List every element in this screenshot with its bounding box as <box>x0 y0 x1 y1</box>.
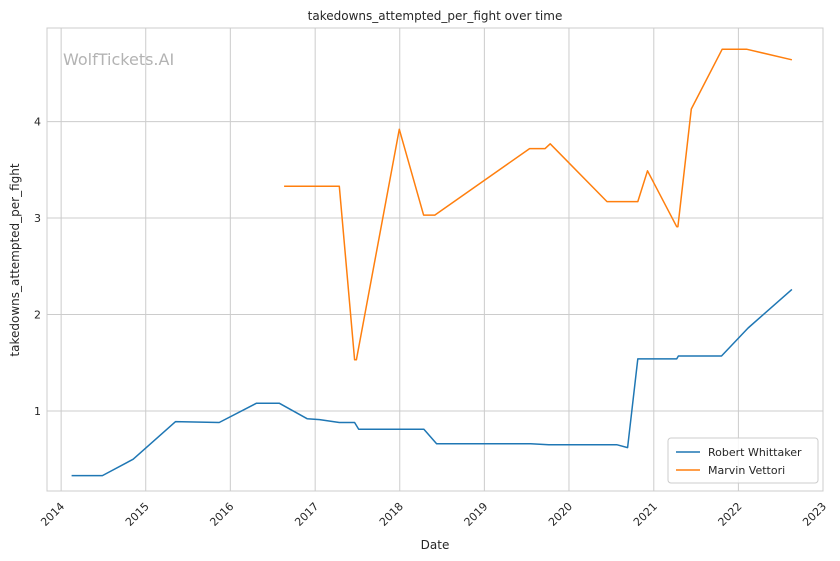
y-tick-label: 4 <box>34 116 41 129</box>
y-tick-label: 2 <box>34 308 41 321</box>
series-layer <box>71 48 793 477</box>
x-tick-label: 2016 <box>207 500 236 529</box>
y-axis-label: takedowns_attempted_per_fight <box>8 163 22 356</box>
y-tick-label: 3 <box>34 212 41 225</box>
legend-box <box>667 437 819 484</box>
legend: Robert Whittaker Marvin Vettori <box>667 437 819 484</box>
series-line-robert-whittaker <box>71 288 793 477</box>
x-tick-label: 2023 <box>800 500 829 529</box>
x-tick-label: 2018 <box>377 500 406 529</box>
y-tick-label: 1 <box>34 405 41 418</box>
grid <box>47 28 824 491</box>
legend-label-robert-whittaker: Robert Whittaker <box>708 446 802 459</box>
watermark: WolfTickets.AI <box>63 50 174 69</box>
plot-frame <box>46 27 824 492</box>
x-tick-label: 2014 <box>38 500 67 529</box>
series-line-marvin-vettori <box>284 48 793 361</box>
x-axis-label: Date <box>421 538 450 552</box>
x-tick-label: 2015 <box>123 500 152 529</box>
x-tick-labels: 2014 2015 2016 2017 2018 2019 2020 2021 2022 2023 <box>38 500 829 529</box>
x-tick-label: 2020 <box>546 500 575 529</box>
x-tick-label: 2022 <box>716 500 745 529</box>
x-tick-label: 2019 <box>461 500 490 529</box>
x-tick-label: 2021 <box>631 500 660 529</box>
chart-title: takedowns_attempted_per_fight over time <box>308 9 563 23</box>
y-tick-labels: 1 2 3 4 <box>34 116 41 418</box>
legend-label-marvin-vettori: Marvin Vettori <box>708 464 785 477</box>
x-tick-label: 2017 <box>292 500 321 529</box>
